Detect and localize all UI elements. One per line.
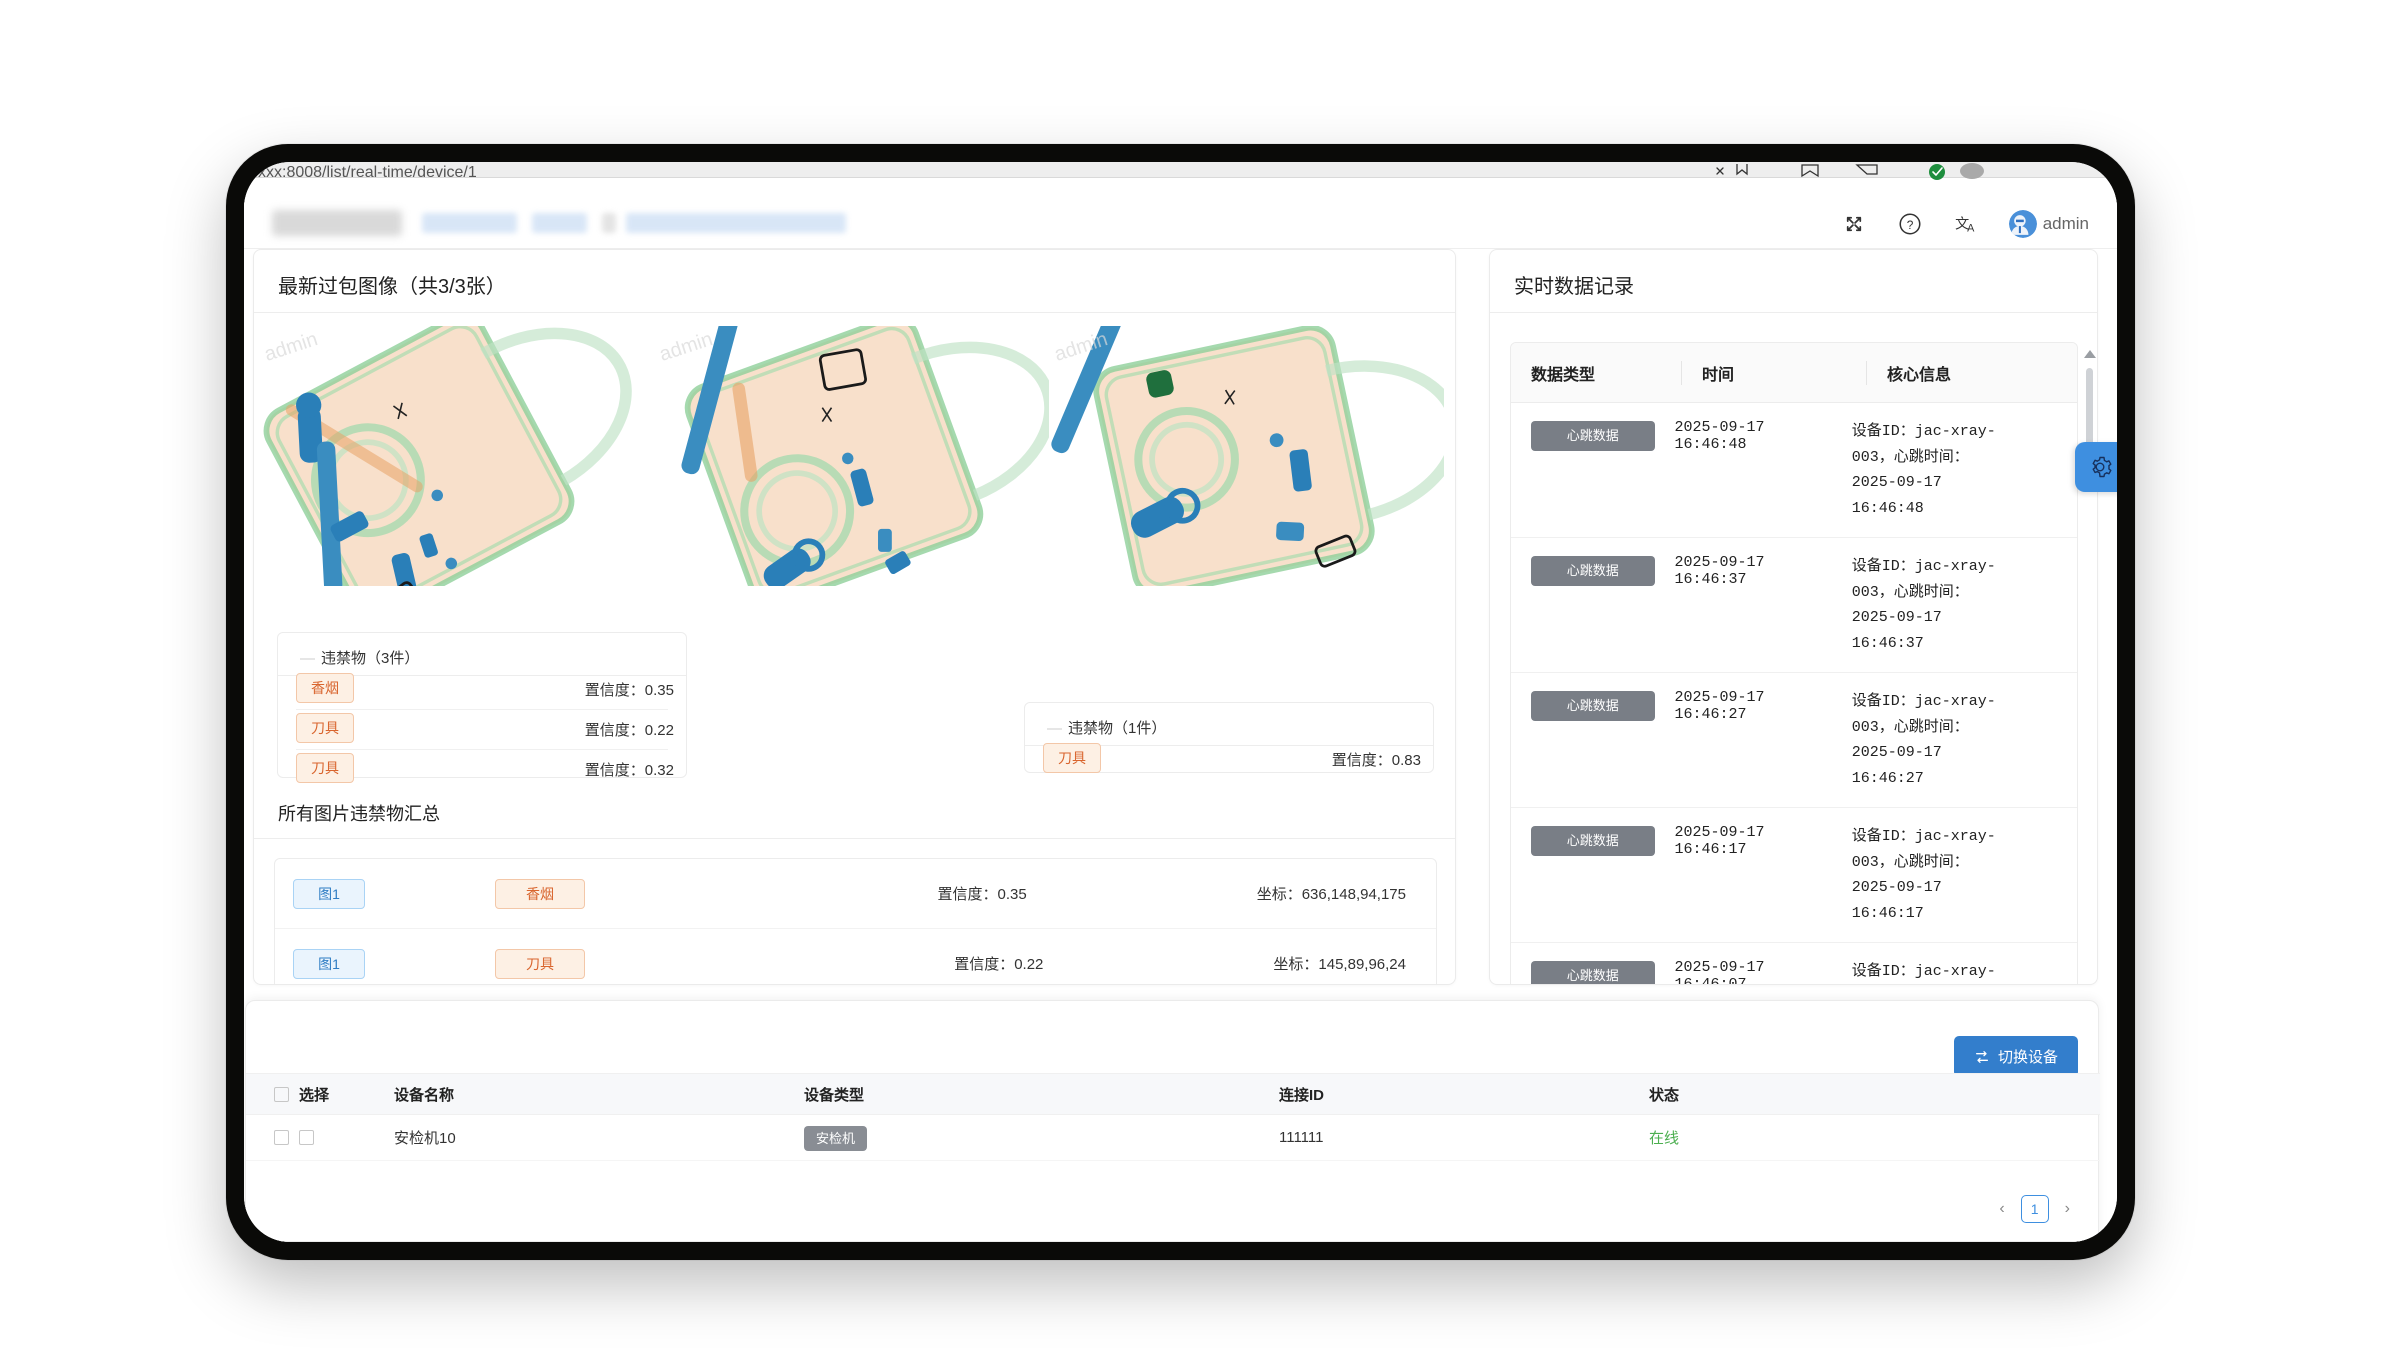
svg-text:?: ?	[1906, 218, 1913, 232]
svg-text:A: A	[1967, 223, 1975, 235]
